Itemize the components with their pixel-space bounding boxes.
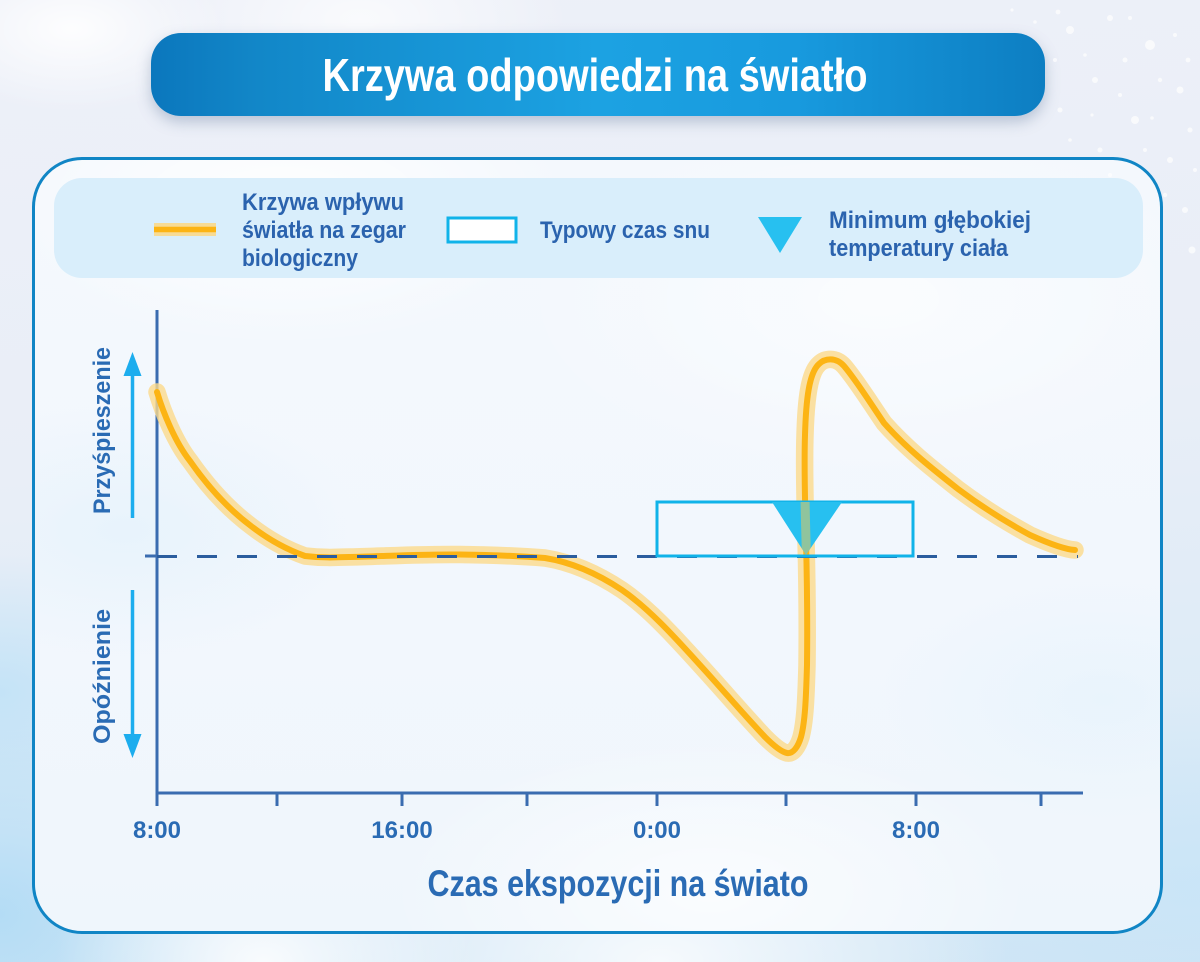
svg-text:Czas ekspozycji na świato: Czas ekspozycji na świato xyxy=(428,863,809,904)
svg-text:Minimum głębokiej: Minimum głębokiej xyxy=(829,207,1031,234)
svg-text:0:00: 0:00 xyxy=(633,817,681,844)
svg-text:Opóźnienie: Opóźnienie xyxy=(89,609,116,744)
svg-text:Typowy czas snu: Typowy czas snu xyxy=(540,217,710,244)
svg-text:Krzywa odpowiedzi na światło: Krzywa odpowiedzi na światło xyxy=(323,49,868,101)
svg-text:światła na zegar: światła na zegar xyxy=(242,217,406,244)
svg-text:temperatury ciała: temperatury ciała xyxy=(829,235,1009,262)
svg-text:8:00: 8:00 xyxy=(133,817,181,844)
svg-text:16:00: 16:00 xyxy=(371,817,432,844)
svg-text:biologiczny: biologiczny xyxy=(242,245,359,272)
svg-text:Krzywa wpływu: Krzywa wpływu xyxy=(242,189,404,216)
svg-text:8:00: 8:00 xyxy=(892,817,940,844)
svg-text:Przyśpieszenie: Przyśpieszenie xyxy=(89,347,116,514)
